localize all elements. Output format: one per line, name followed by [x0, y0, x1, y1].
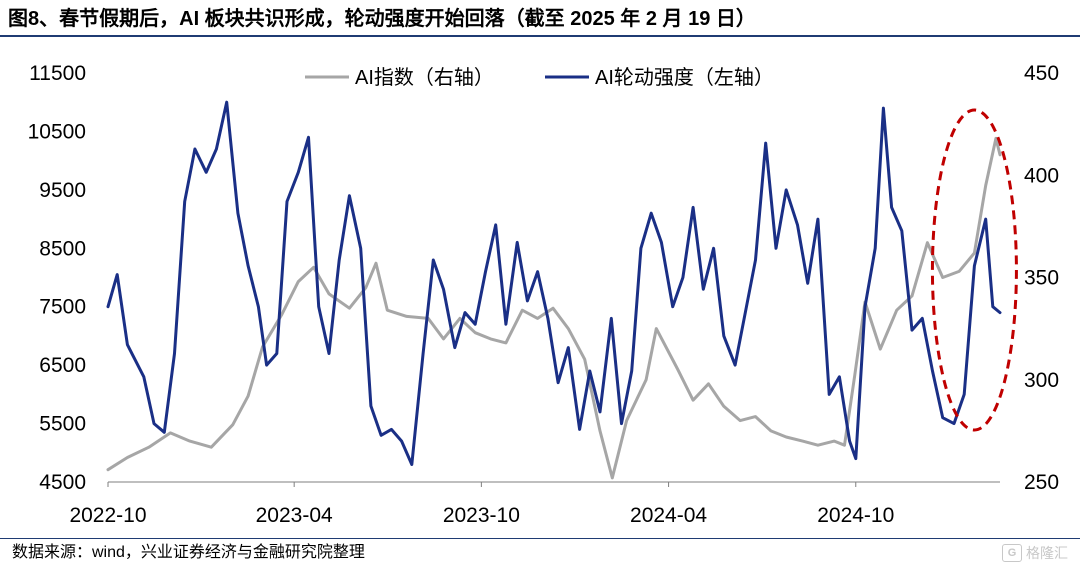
y-left-tick-label: 6500: [39, 354, 86, 377]
annotation-layer: [930, 108, 1018, 432]
dual-axis-line-chart: 4500 5500 6500 7500 8500 9500 10500 11500 250 300…: [28, 62, 1059, 527]
x-tick-label: 2022-10: [69, 504, 146, 527]
footer-divider: [0, 538, 1080, 539]
y-left-tick-label: 7500: [39, 296, 86, 319]
series-line-ai-rotation-strength: [106, 100, 1002, 466]
x-tick-label: 2024-10: [817, 504, 894, 527]
y-left-tick-label: 4500: [39, 471, 86, 494]
watermark: G 格隆汇: [1002, 542, 1068, 564]
series-layer: [106, 100, 1002, 480]
y-left-tick-label: 11500: [29, 62, 86, 85]
legend-item-ai-rotation-strength: AI轮动强度（左轴）: [545, 66, 774, 89]
y-left-tick-label: 8500: [39, 237, 86, 260]
y-left-tick-label: 9500: [39, 179, 86, 202]
title-divider: [0, 35, 1080, 37]
y-right-tick-label: 400: [1024, 164, 1059, 187]
highlight-ellipse: [930, 108, 1018, 432]
y-right-tick-label: 350: [1024, 267, 1059, 290]
y-left-tick-label: 10500: [28, 120, 86, 143]
y-right-tick-label: 450: [1024, 62, 1059, 85]
y-right-tick-label: 300: [1024, 369, 1059, 392]
y-right-tick-label: 250: [1024, 471, 1059, 494]
series-line-ai-index: [106, 136, 1002, 480]
chart-legend: AI指数（右轴） AI轮动强度（左轴）: [305, 66, 774, 89]
chart-axes: 4500 5500 6500 7500 8500 9500 10500 11500 250 300…: [28, 62, 1059, 527]
legend-label: AI指数（右轴）: [355, 66, 494, 89]
x-tick-label: 2023-04: [256, 504, 333, 527]
legend-item-ai-index: AI指数（右轴）: [305, 66, 494, 89]
watermark-text: 格隆汇: [1026, 545, 1068, 561]
legend-label: AI轮动强度（左轴）: [595, 66, 774, 89]
watermark-logo-icon: G: [1002, 544, 1022, 562]
chart-title: 图8、春节假期后，AI 板块共识形成，轮动强度开始回落（截至 2025 年 2 …: [8, 8, 756, 30]
data-source-note: 数据来源：wind，兴业证券经济与金融研究院整理: [12, 544, 365, 561]
x-tick-label: 2024-04: [630, 504, 707, 527]
x-tick-label: 2023-10: [443, 504, 520, 527]
y-left-tick-label: 5500: [39, 413, 86, 436]
